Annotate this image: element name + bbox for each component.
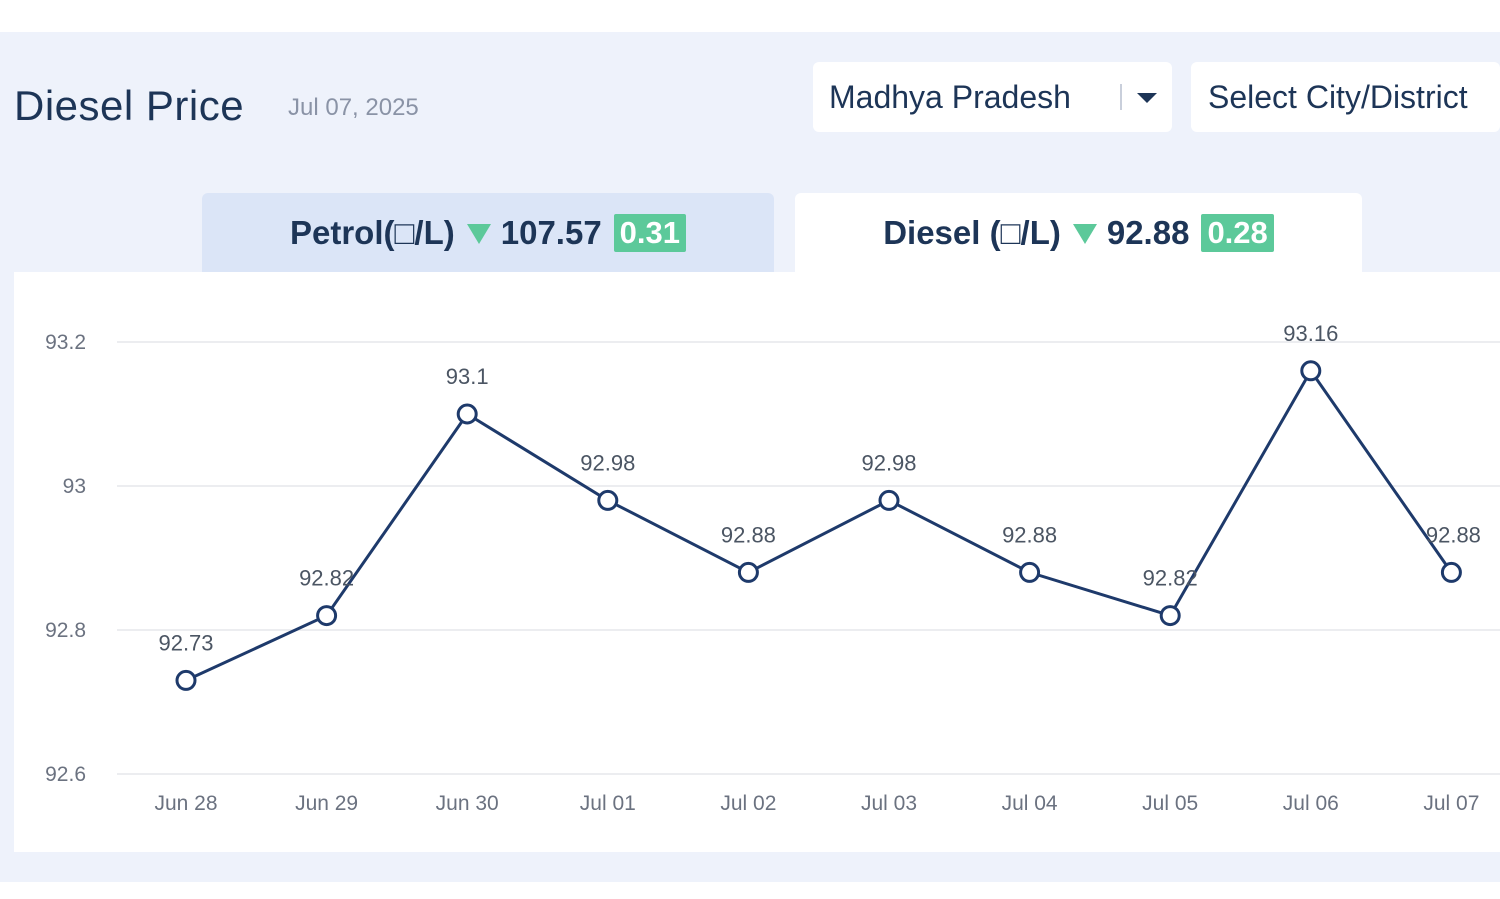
- x-tick-label: Jul 07: [1423, 792, 1479, 815]
- tab-petrol[interactable]: Petrol(□/L) 107.57 0.31: [202, 193, 774, 273]
- tab-diesel[interactable]: Diesel (□/L) 92.88 0.28: [795, 193, 1362, 273]
- tab-petrol-value: 107.57: [500, 214, 602, 251]
- tab-diesel-value: 92.88: [1106, 214, 1190, 251]
- price-down-icon: [1072, 224, 1097, 244]
- tab-petrol-label: Petrol(□/L): [289, 214, 455, 251]
- data-point: [456, 403, 478, 425]
- data-point: [175, 669, 197, 691]
- city-select[interactable]: Select City/District: [1191, 62, 1500, 132]
- x-tick-label: Jul 03: [861, 792, 917, 815]
- x-tick-label: Jun 30: [436, 792, 499, 815]
- y-tick-label: 93.2: [45, 331, 86, 354]
- data-point: [1300, 360, 1322, 382]
- data-label: 92.88: [721, 522, 776, 547]
- chart-card: 93.2 93 92.8 92.6 Jun 28 Jun 29 Jun 30 Jul 01 Ju…: [14, 272, 1500, 852]
- data-label: 92.73: [158, 630, 213, 655]
- data-label: 92.88: [1002, 522, 1057, 547]
- tab-diesel-label: Diesel (□/L): [883, 214, 1061, 251]
- data-point: [1019, 561, 1041, 583]
- data-point: [1159, 605, 1181, 627]
- tab-petrol-change-badge: 0.31: [613, 214, 687, 252]
- x-tick-label: Jul 01: [580, 792, 636, 815]
- x-tick-label: Jun 29: [295, 792, 358, 815]
- page-title: Diesel Price: [14, 82, 245, 129]
- data-point: [1440, 561, 1462, 583]
- price-down-icon: [466, 224, 491, 244]
- price-line-chart: 93.2 93 92.8 92.6 Jun 28 Jun 29 Jun 30 Jul 01 Ju…: [45, 321, 1500, 815]
- data-label: 92.82: [299, 566, 354, 591]
- data-point: [737, 561, 759, 583]
- y-tick-label: 92.6: [45, 763, 86, 786]
- y-tick-label: 93: [63, 475, 86, 498]
- x-tick-label: Jul 06: [1283, 792, 1339, 815]
- data-point: [878, 489, 900, 511]
- x-tick-label: Jul 05: [1142, 792, 1198, 815]
- data-point: [597, 489, 619, 511]
- chevron-down-icon[interactable]: [1137, 93, 1157, 103]
- data-label: 93.1: [446, 364, 489, 389]
- city-select-placeholder: Select City/District: [1208, 78, 1468, 115]
- price-date: Jul 07, 2025: [288, 94, 419, 121]
- data-label: 92.98: [861, 450, 916, 475]
- tab-diesel-change-badge: 0.28: [1201, 214, 1274, 252]
- y-tick-label: 92.8: [45, 619, 86, 642]
- data-label: 92.82: [1143, 566, 1198, 591]
- select-separator: [1120, 84, 1122, 110]
- data-label: 92.98: [580, 450, 635, 475]
- x-tick-label: Jul 02: [720, 792, 776, 815]
- data-label: 93.16: [1283, 321, 1338, 346]
- series-line: [185, 368, 1453, 682]
- x-tick-label: Jul 04: [1002, 792, 1058, 815]
- data-label: 92.88: [1426, 522, 1481, 547]
- state-select-value: Madhya Pradesh: [829, 78, 1071, 115]
- data-point: [316, 605, 338, 627]
- x-tick-label: Jun 28: [154, 792, 217, 815]
- state-select[interactable]: Madhya Pradesh: [813, 62, 1172, 132]
